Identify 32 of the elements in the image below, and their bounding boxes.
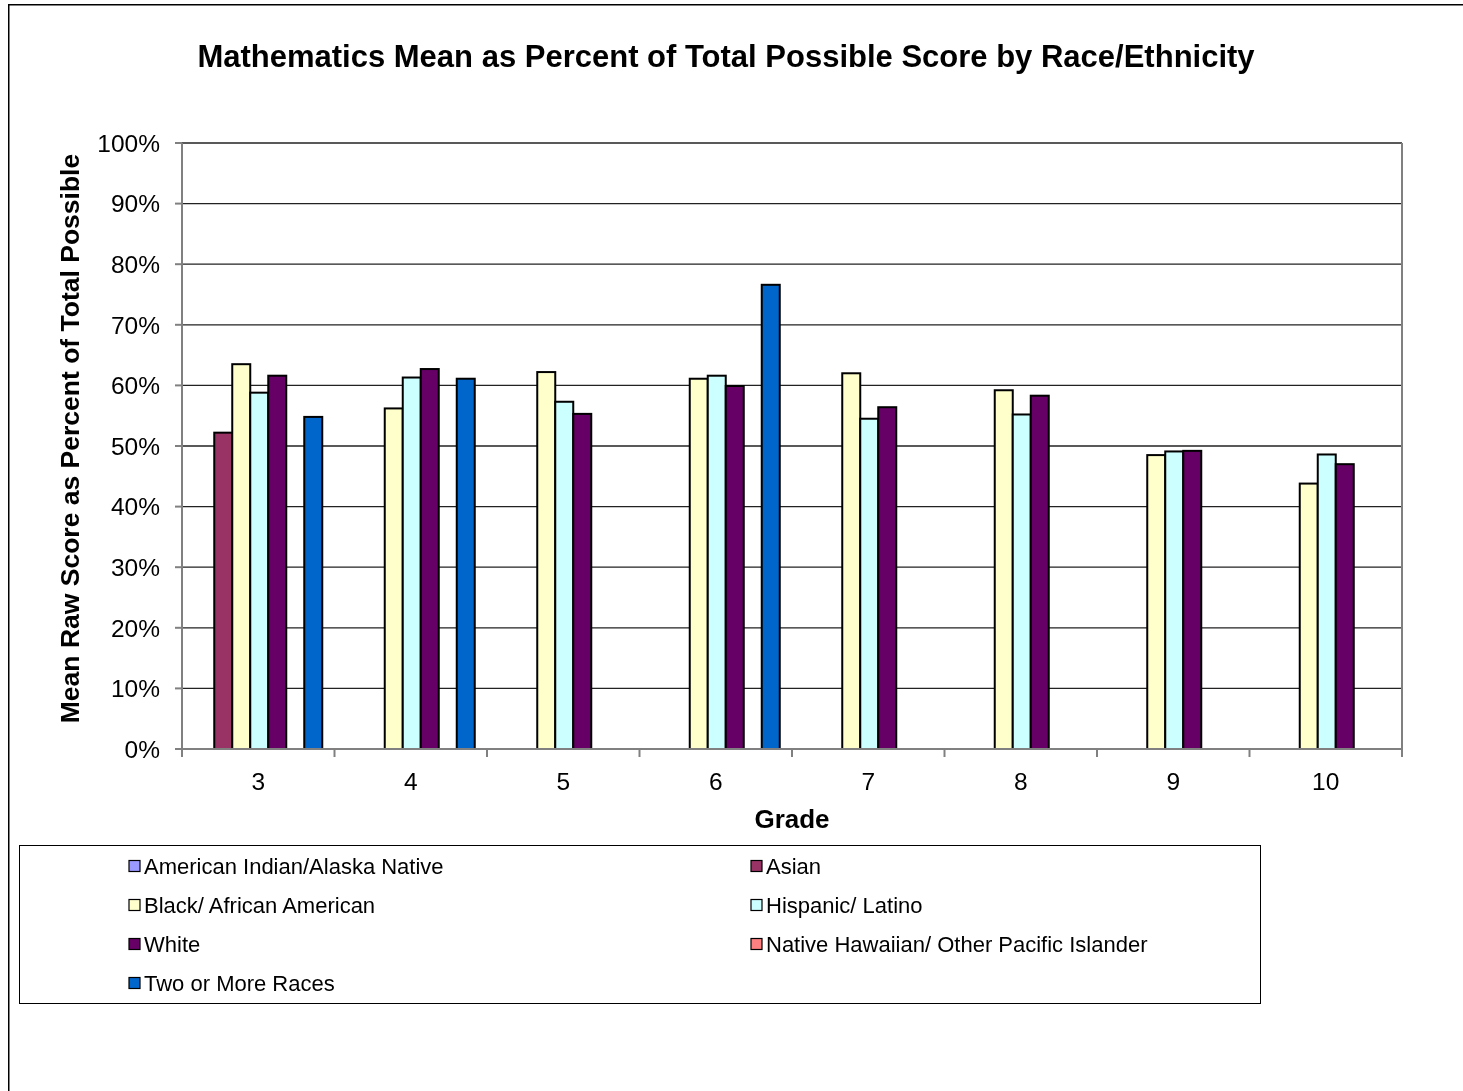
y-tick-label: 10% [110, 675, 160, 703]
x-tick-label: 7 [861, 768, 876, 795]
y-axis-title: Mean Raw Score as Percent of Total Possible [55, 153, 85, 724]
chart-title: Mathematics Mean as Percent of Total Possible Score by Race/Ethnicity [197, 39, 1256, 74]
y-tick-label: 70% [110, 311, 160, 339]
x-tick-label: 8 [1013, 768, 1028, 795]
x-axis-title: Grade [754, 804, 830, 834]
y-tick-label: 80% [110, 251, 160, 279]
bar [455, 377, 476, 750]
legend-label: Hispanic/ Latino [766, 892, 923, 918]
x-tick-label: 3 [251, 768, 266, 795]
legend-label: Black/ African American [144, 892, 376, 918]
legend-label: American Indian/Alaska Native [144, 853, 444, 879]
x-tick-label: 10 [1312, 768, 1340, 795]
y-tick-label: 60% [110, 372, 160, 400]
x-tick-label: 5 [556, 768, 571, 795]
y-tick-label: 30% [110, 554, 160, 582]
legend-label: Native Hawaiian/ Other Pacific Islander [766, 931, 1148, 957]
bar [303, 415, 324, 750]
x-tick-label: 4 [403, 768, 418, 795]
y-tick-label: 0% [124, 735, 160, 763]
legend-label: Two or More Races [144, 970, 335, 996]
y-tick-label: 50% [110, 432, 160, 460]
x-tick-label: 9 [1166, 768, 1181, 795]
legend-label: White [144, 931, 201, 957]
y-tick-label: 40% [110, 493, 160, 521]
x-tick-label: 6 [708, 768, 723, 795]
y-tick-label: 20% [110, 614, 160, 642]
y-tick-label: 100% [97, 129, 160, 157]
legend-label: Asian [766, 853, 822, 879]
y-tick-label: 90% [110, 190, 160, 218]
bar [760, 283, 781, 750]
